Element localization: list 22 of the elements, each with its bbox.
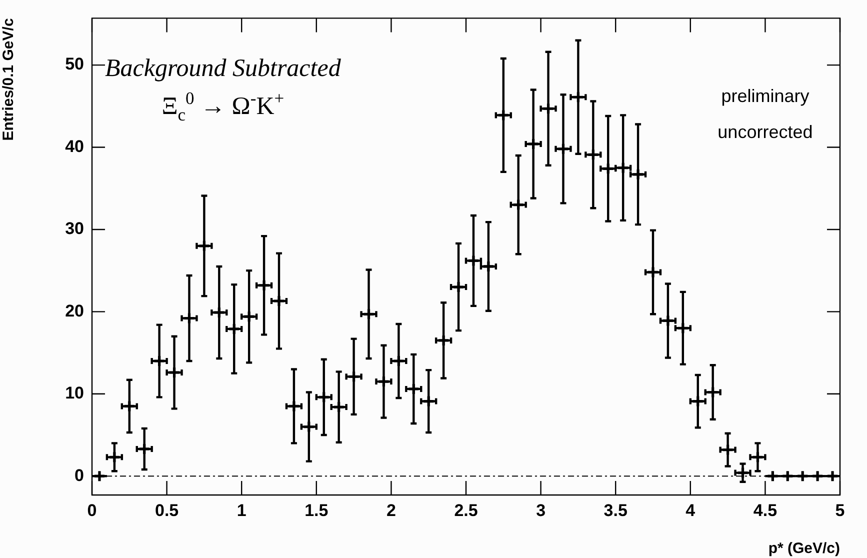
x-tick-label: 2.5 (454, 500, 478, 520)
y-tick-label: 10 (65, 384, 84, 403)
x-tick-label: 4 (686, 500, 696, 520)
x-tick-label: 4.5 (753, 500, 778, 520)
y-tick-label: 50 (65, 54, 84, 74)
annotation: uncorrected (718, 122, 813, 142)
y-tick-label: 40 (65, 136, 84, 156)
x-tick-label: 0 (87, 500, 97, 520)
x-axis-title: p* (GeV/c) (768, 540, 840, 558)
x-tick-label: 5 (835, 500, 845, 520)
annotation: preliminary (721, 86, 810, 106)
annotation: Background Subtracted (104, 54, 342, 82)
x-tick-label: 2 (386, 500, 396, 520)
x-tick-label: 3.5 (604, 500, 628, 520)
y-axis-title: Entries/0.1 GeV/c (0, 18, 18, 141)
x-tick-label: 1 (236, 500, 246, 520)
y-tick-label: 0 (74, 466, 84, 485)
y-tick-label: 20 (65, 301, 84, 320)
y-tick-label: 30 (65, 219, 84, 238)
x-tick-label: 1.5 (304, 500, 328, 520)
x-tick-label: 3 (536, 500, 546, 520)
x-tick-label: 0.5 (154, 500, 179, 520)
